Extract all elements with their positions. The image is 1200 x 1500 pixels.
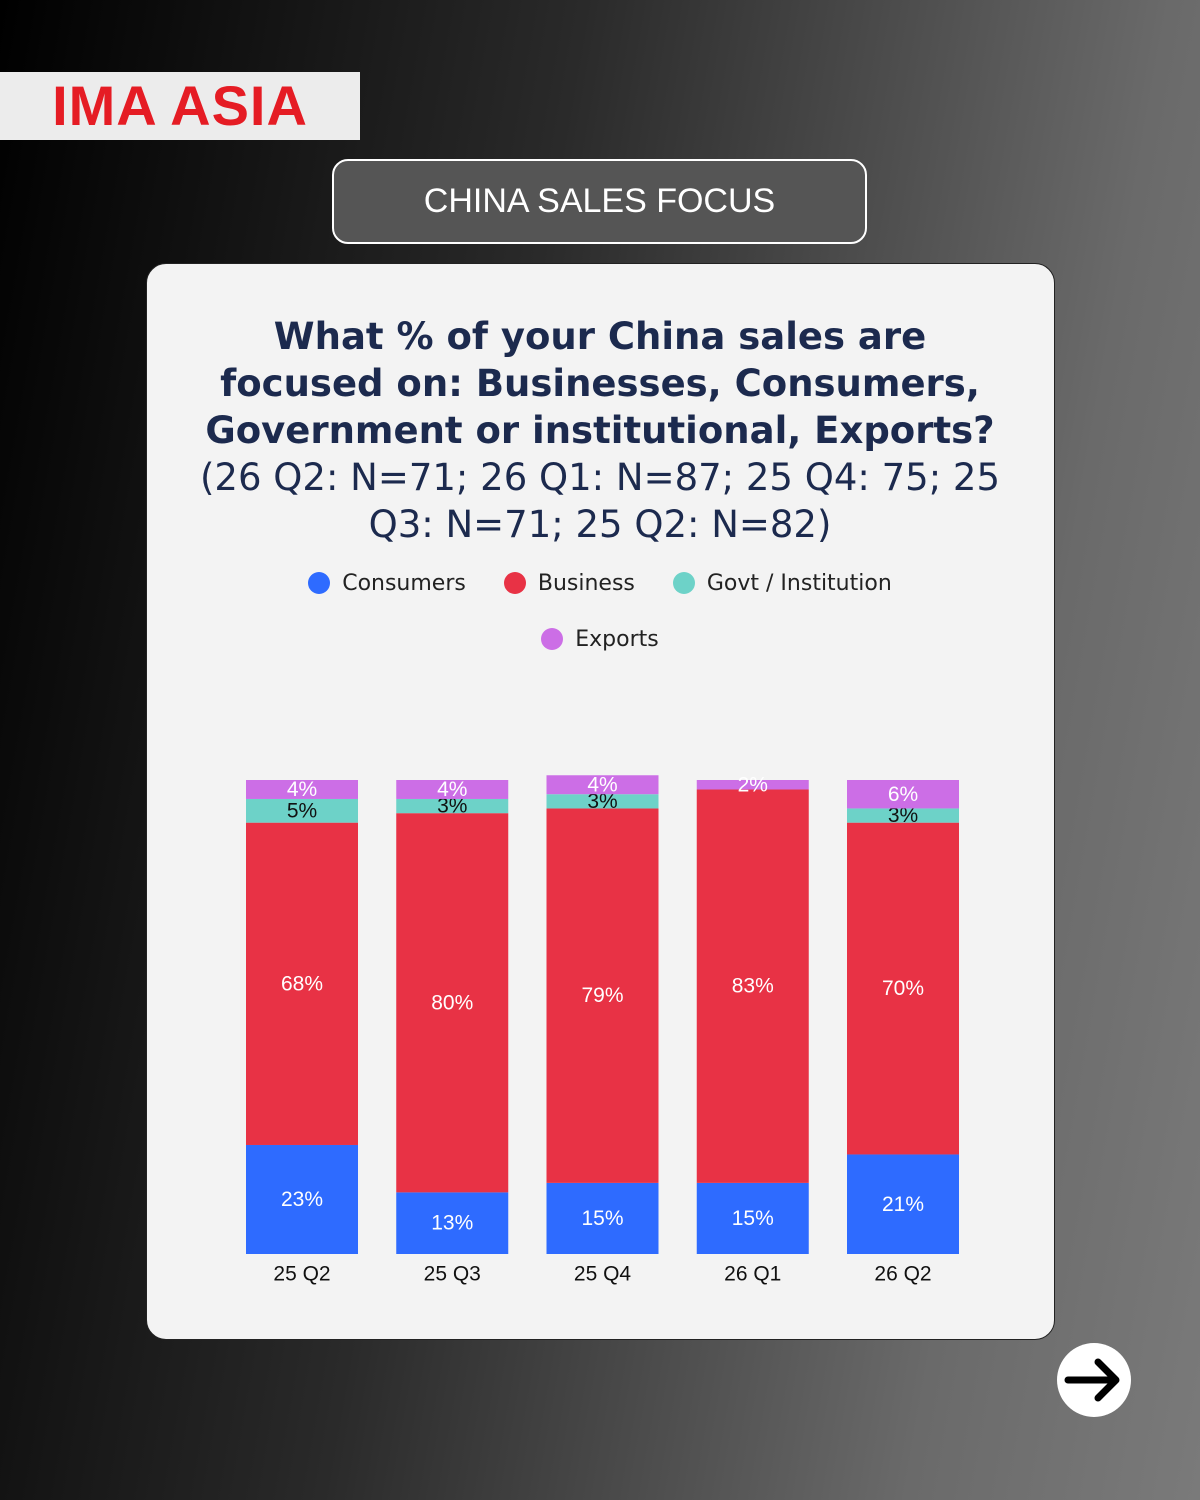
bar-segment [246,822,358,1145]
legend-item: Business [503,570,635,596]
bar-segment [696,789,809,1183]
bar-segment [696,1182,809,1254]
legend-swatch [503,572,526,594]
data-label: 3% [587,790,617,813]
data-label: 6% [888,783,918,806]
data-label: 80% [431,991,473,1014]
data-label: 83% [732,975,774,998]
header-title: CHINA SALES FOCUS [332,159,867,244]
bar-segment [847,780,959,809]
data-label: 79% [581,984,623,1007]
bar-segment [396,780,509,799]
bar-segment [246,798,358,823]
legend-item: Govt / Institution [672,570,892,596]
bar-segment [546,775,659,795]
bar-segment [246,780,358,799]
bar-segment [847,822,959,1155]
data-label: 15% [581,1207,623,1230]
bar-segment [396,813,509,1193]
next-button[interactable] [1057,1343,1131,1417]
bar-segment [396,798,509,814]
data-label: 70% [882,977,924,1000]
data-label: 15% [732,1207,774,1230]
data-label: 3% [888,804,918,827]
bar-segment [847,1154,959,1254]
legend-label: Exports [575,626,659,652]
legend-label: Govt / Institution [706,570,892,596]
data-label: 2% [738,773,768,796]
data-label: 23% [281,1188,323,1211]
data-label: 3% [437,795,467,818]
bar-segment [546,1182,659,1254]
data-label: 4% [437,778,467,801]
chart-title: What % of your China sales are focused o… [205,315,995,452]
x-tick-label: 25 Q2 [273,1263,330,1286]
bar-segment [696,780,809,790]
data-label: 68% [281,972,323,995]
data-label: 4% [587,773,617,796]
x-tick-label: 26 Q1 [724,1263,781,1286]
legend-item: Exports [541,626,659,652]
x-tick-label: 25 Q3 [424,1263,481,1286]
bar-segment [847,808,959,823]
legend-swatch [541,628,564,650]
bar-segment [546,808,659,1183]
data-label: 13% [431,1212,473,1235]
logo: IMA ASIA [0,72,360,140]
legend-swatch [672,572,695,594]
x-tick-label: 25 Q4 [574,1263,632,1286]
bar-segment [546,794,659,809]
next-arrow[interactable] [1064,1358,1120,1402]
chart-subtitle: (26 Q2: N=71; 26 Q1: N=87; 25 Q4: 75; 25… [200,456,1000,546]
data-label: 4% [287,778,317,801]
chart-heading: What % of your China sales are focused o… [200,313,1000,548]
legend-label: Business [537,570,635,596]
data-label: 21% [882,1193,924,1216]
bar-segment [246,1144,358,1254]
legend: Consumers Business Govt / Institution Expor… [280,570,920,652]
legend-item: Consumers [308,570,466,596]
bar-segment [396,1192,509,1254]
legend-label: Consumers [342,570,466,596]
data-label: 5% [287,799,317,822]
legend-swatch [308,572,331,594]
x-tick-label: 26 Q2 [874,1263,931,1286]
